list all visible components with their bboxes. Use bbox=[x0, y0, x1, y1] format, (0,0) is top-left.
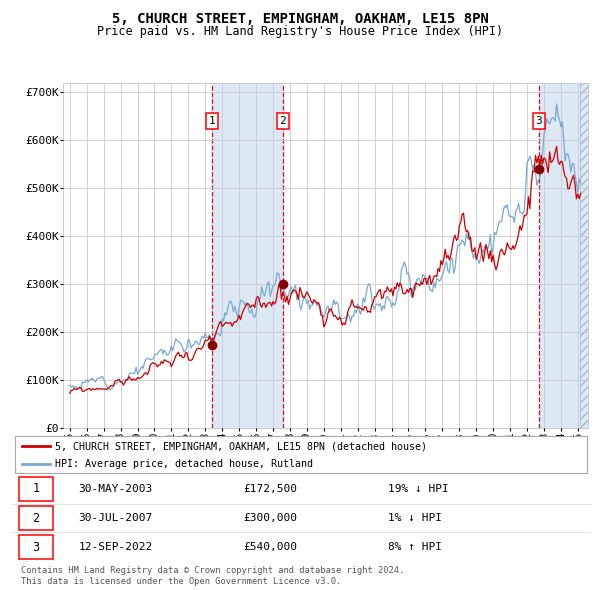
Text: 1% ↓ HPI: 1% ↓ HPI bbox=[388, 513, 442, 523]
Text: £540,000: £540,000 bbox=[244, 542, 298, 552]
Text: 30-MAY-2003: 30-MAY-2003 bbox=[79, 484, 153, 494]
Text: 3: 3 bbox=[536, 116, 542, 126]
Bar bbox=[212, 83, 283, 428]
FancyBboxPatch shape bbox=[15, 437, 587, 473]
Text: 30-JUL-2007: 30-JUL-2007 bbox=[79, 513, 153, 523]
Text: Contains HM Land Registry data © Crown copyright and database right 2024.: Contains HM Land Registry data © Crown c… bbox=[21, 566, 404, 575]
Text: 1: 1 bbox=[32, 482, 40, 495]
Bar bbox=[539, 83, 586, 428]
FancyBboxPatch shape bbox=[19, 506, 53, 530]
Text: 2: 2 bbox=[280, 116, 286, 126]
Text: 8% ↑ HPI: 8% ↑ HPI bbox=[388, 542, 442, 552]
Text: This data is licensed under the Open Government Licence v3.0.: This data is licensed under the Open Gov… bbox=[21, 577, 341, 586]
Text: Price paid vs. HM Land Registry's House Price Index (HPI): Price paid vs. HM Land Registry's House … bbox=[97, 25, 503, 38]
Text: £300,000: £300,000 bbox=[244, 513, 298, 523]
Text: 3: 3 bbox=[32, 541, 40, 554]
Text: HPI: Average price, detached house, Rutland: HPI: Average price, detached house, Rutl… bbox=[55, 458, 313, 468]
Text: 5, CHURCH STREET, EMPINGHAM, OAKHAM, LE15 8PN (detached house): 5, CHURCH STREET, EMPINGHAM, OAKHAM, LE1… bbox=[55, 441, 427, 451]
Text: 19% ↓ HPI: 19% ↓ HPI bbox=[388, 484, 449, 494]
Text: 1: 1 bbox=[209, 116, 215, 126]
Text: 5, CHURCH STREET, EMPINGHAM, OAKHAM, LE15 8PN: 5, CHURCH STREET, EMPINGHAM, OAKHAM, LE1… bbox=[112, 12, 488, 26]
FancyBboxPatch shape bbox=[19, 477, 53, 500]
Text: 2: 2 bbox=[32, 512, 40, 525]
FancyBboxPatch shape bbox=[19, 536, 53, 559]
Text: £172,500: £172,500 bbox=[244, 484, 298, 494]
Text: 12-SEP-2022: 12-SEP-2022 bbox=[79, 542, 153, 552]
